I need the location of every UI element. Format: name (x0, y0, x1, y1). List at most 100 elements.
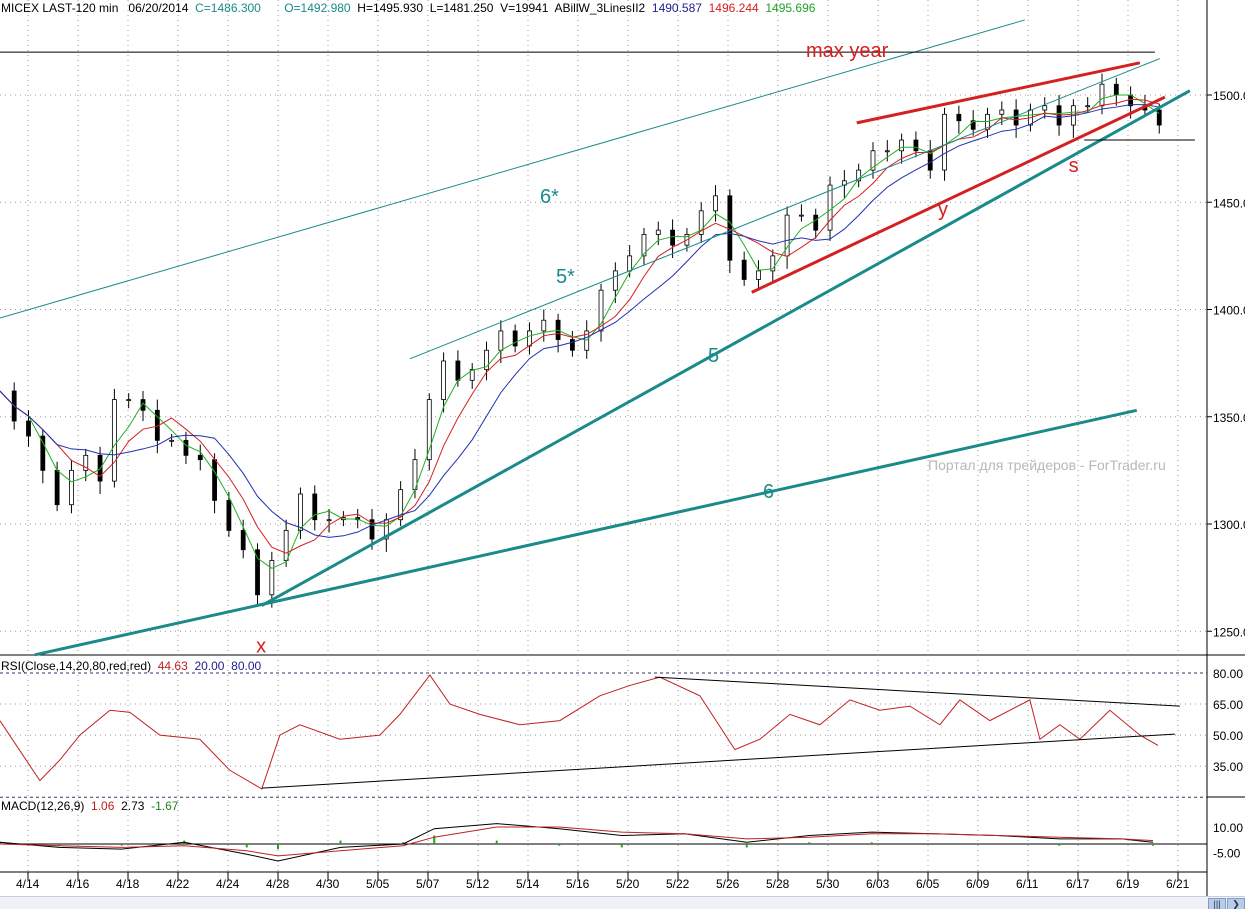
ma-red-line (0, 98, 1160, 554)
x-tick-label: 4/22 (166, 877, 190, 891)
annotation-x: x (256, 636, 266, 658)
candle-body (756, 270, 761, 280)
candle-body (1085, 105, 1091, 108)
rsi-low: 20.00 (194, 659, 225, 673)
candle-body (713, 195, 718, 212)
candle-body (484, 349, 489, 370)
x-tick-label: 5/05 (366, 877, 390, 891)
close-value: C=1486.300 (195, 1, 261, 15)
candle-body (770, 255, 776, 272)
candle-body (541, 319, 547, 332)
macd-tick-label: 10.00 (1213, 821, 1243, 835)
indicator-value-3: 1495.696 (765, 1, 816, 15)
candle-body (83, 454, 89, 471)
trendline-label: max year (806, 40, 889, 62)
candle-body (827, 184, 833, 231)
candle-body (942, 113, 947, 171)
candle-body (255, 549, 260, 596)
line-5-trendline (261, 89, 1191, 607)
horizontal-scrollbar[interactable]: ||| ❯ (0, 896, 1245, 909)
candle-body (570, 339, 575, 351)
candle-body (641, 234, 647, 257)
ma-blue-line (0, 104, 1160, 538)
x-tick-label: 4/16 (66, 877, 90, 891)
symbol-label: MICEX LAST-120 min (1, 1, 119, 15)
candle-body (240, 530, 246, 551)
low-value: L=1481.250 (429, 1, 494, 15)
x-tick-label: 5/28 (766, 877, 790, 891)
candle-body (799, 214, 804, 217)
annotation-s: s (1069, 155, 1079, 177)
y-tick-label: 1300.0 (1213, 518, 1245, 532)
candle-body (398, 489, 404, 521)
candle-body (197, 454, 203, 461)
candle-body (469, 369, 475, 381)
candle-body (498, 330, 504, 351)
x-tick-label: 6/05 (916, 877, 940, 891)
candle-body (741, 259, 747, 280)
scroll-thumb[interactable]: ||| (1208, 898, 1226, 909)
candle-body (369, 519, 375, 540)
x-tick-label: 5/22 (666, 877, 690, 891)
x-tick-label: 5/07 (416, 877, 440, 891)
trendline-label: y (938, 199, 948, 221)
trendline-label: 5 (708, 345, 719, 367)
x-tick-label: 4/14 (16, 877, 40, 891)
macd-value-1: 1.06 (91, 799, 115, 813)
x-tick-label: 6/17 (1066, 877, 1090, 891)
rsi-label: RSI(Close,14,20,80,red,red) (1, 659, 152, 673)
volume-value: V=19941 (500, 1, 549, 15)
red-upper-trendline (856, 61, 1141, 125)
rsi-high: 80.00 (231, 659, 262, 673)
date-label: 06/20/2014 (128, 1, 189, 15)
open-value: O=1492.980 (284, 1, 351, 15)
candle-body (26, 420, 31, 437)
candle-body (212, 459, 217, 501)
x-tick-label: 4/30 (316, 877, 340, 891)
x-tick-label: 6/03 (866, 877, 890, 891)
candle-body (1013, 109, 1019, 126)
x-tick-label: 5/14 (516, 877, 540, 891)
macd-value-2: 2.73 (121, 799, 145, 813)
macd-value-3: -1.67 (151, 799, 179, 813)
x-tick-label: 5/26 (716, 877, 740, 891)
candle-body (283, 530, 289, 561)
rsi-value: 44.63 (157, 659, 188, 673)
line-6-star-trendline (0, 19, 1026, 319)
line-5-star-trendline (409, 58, 1161, 360)
candle-body (1156, 109, 1162, 126)
macd-header: MACD(12,26,9) 1.06 2.73 -1.67 (1, 799, 178, 813)
rsi-tick-label: 35.00 (1213, 760, 1243, 774)
macd-signal-line (0, 826, 1154, 857)
trendline-label: 6 (763, 481, 774, 503)
x-tick-label: 5/20 (616, 877, 640, 891)
indicator-value-1: 1490.587 (651, 1, 702, 15)
scroll-right-button[interactable]: ❯ (1227, 898, 1245, 909)
red-lower-trendline (751, 95, 1166, 294)
y-tick-label: 1400.0 (1213, 304, 1245, 318)
candle-body (1099, 83, 1105, 107)
candle-body (269, 560, 275, 596)
candle-body (1128, 94, 1134, 107)
candle-body (441, 360, 446, 400)
candle-body (884, 150, 890, 153)
candle-body (870, 150, 876, 171)
candle-body (298, 493, 303, 531)
watermark: Портал для трейдеров - ForTrader.ru (928, 457, 1166, 473)
ma-green-line (0, 94, 1160, 569)
candle-body (598, 289, 604, 332)
candle-body (612, 270, 618, 291)
candle-body (999, 109, 1005, 115)
candle-body (1042, 105, 1048, 111)
candle-body (426, 399, 432, 461)
candle-body (856, 169, 862, 182)
x-tick-label: 6/19 (1116, 877, 1140, 891)
x-tick-label: 4/18 (116, 877, 140, 891)
x-tick-label: 4/28 (266, 877, 290, 891)
macd-label: MACD(12,26,9) (1, 799, 85, 813)
candle-body (312, 493, 318, 521)
y-tick-label: 1450.0 (1213, 196, 1245, 210)
candle-body (913, 139, 919, 152)
